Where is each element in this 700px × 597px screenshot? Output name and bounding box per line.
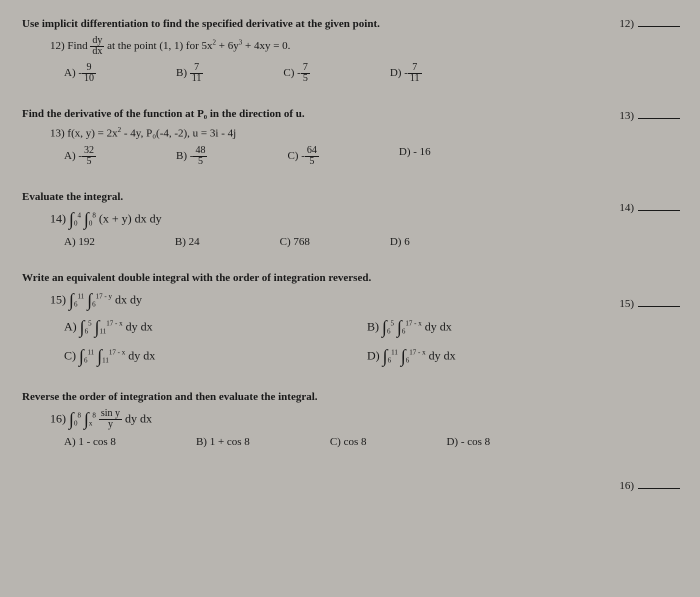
question-text: 16) ∫08 ∫x8 sin yy dy dx <box>22 409 630 430</box>
answer-blank-16[interactable]: 16) <box>619 480 680 492</box>
problem-16: 16) Reverse the order of integration and… <box>22 391 630 448</box>
choice-c[interactable]: C) -645 <box>287 146 318 167</box>
q-prefix: Find <box>67 40 87 52</box>
choice-c[interactable]: C) 768 <box>280 236 310 248</box>
choice-b[interactable]: B) -485 <box>176 146 207 167</box>
choice-c[interactable]: C) -75 <box>283 63 309 84</box>
q-rest: - 4y, P₀(-4, -2), u = 3i - 4j <box>121 128 236 140</box>
answer-blank-14[interactable]: 14) <box>619 202 680 214</box>
choice-b[interactable]: B) 1 + cos 8 <box>196 436 250 448</box>
integrand: dx dy <box>115 292 142 306</box>
integrand-frac: sin yy <box>99 409 122 430</box>
instruction-text: Use implicit differentiation to find the… <box>22 18 630 30</box>
instruction-text: Find the derivative of the function at P… <box>22 108 630 120</box>
choice-d[interactable]: D) -711 <box>390 63 422 84</box>
choice-a[interactable]: A) -325 <box>64 146 96 167</box>
question-text: 13) f(x, y) = 2x2 - 4y, P₀(-4, -2), u = … <box>22 126 630 140</box>
choices-row: A) -910 B) 711 C) -75 D) -711 <box>22 63 630 84</box>
choice-c[interactable]: C) cos 8 <box>330 436 367 448</box>
choice-d[interactable]: D) - 16 <box>399 146 431 167</box>
choices-grid: A) ∫65 ∫1117 - x dy dx B) ∫65 ∫617 - x d… <box>22 317 630 367</box>
instruction-text: Reverse the order of integration and the… <box>22 391 630 403</box>
choice-c[interactable]: C) ∫611 ∫1117 - x dy dx <box>64 346 327 367</box>
choice-a[interactable]: A) -910 <box>64 63 96 84</box>
q-func: f(x, y) = 2x <box>67 128 117 140</box>
blank-number: 14) <box>619 202 634 214</box>
choice-d[interactable]: D) ∫611 ∫617 - x dy dx <box>367 346 630 367</box>
choices-row: A) -325 B) -485 C) -645 D) - 16 <box>22 146 630 167</box>
choice-b[interactable]: B) 711 <box>176 63 203 84</box>
question-text: 15) ∫611 ∫617 - y dx dy <box>22 290 630 311</box>
question-text: 12) Find dydx at the point (1, 1) for 5x… <box>22 36 630 57</box>
q-mid: at the point (1, 1) for 5x <box>107 40 212 52</box>
choices-row: A) 1 - cos 8 B) 1 + cos 8 C) cos 8 D) - … <box>22 436 630 448</box>
answer-blank-12[interactable]: 12) <box>619 18 680 30</box>
derivative-frac: dydx <box>90 36 104 57</box>
q-number: 15) <box>50 292 66 306</box>
choice-a[interactable]: A) 192 <box>64 236 95 248</box>
question-text: 14) ∫04 ∫08 (x + y) dx dy <box>22 209 630 230</box>
instruction-text: Evaluate the integral. <box>22 191 630 203</box>
problem-13: 13) Find the derivative of the function … <box>22 108 630 167</box>
instruction-text: Write an equivalent double integral with… <box>22 272 630 284</box>
choice-b[interactable]: B) 24 <box>175 236 200 248</box>
blank-number: 15) <box>619 298 634 310</box>
choice-a[interactable]: A) 1 - cos 8 <box>64 436 116 448</box>
choice-b[interactable]: B) ∫65 ∫617 - x dy dx <box>367 317 630 338</box>
blank-number: 12) <box>619 18 634 30</box>
answer-blank-13[interactable]: 13) <box>619 110 680 122</box>
choices-row: A) 192 B) 24 C) 768 D) 6 <box>22 236 630 248</box>
answer-blank-15[interactable]: 15) <box>619 298 680 310</box>
q-number: 14) <box>50 211 66 225</box>
integrand: dy dx <box>125 411 152 425</box>
q-number: 13) <box>50 128 65 140</box>
choice-d[interactable]: D) - cos 8 <box>446 436 490 448</box>
integrand: (x + y) dx dy <box>99 211 162 225</box>
problem-14: 14) Evaluate the integral. 14) ∫04 ∫08 (… <box>22 191 630 248</box>
choice-a[interactable]: A) ∫65 ∫1117 - x dy dx <box>64 317 327 338</box>
q-number: 16) <box>50 411 66 425</box>
choice-d[interactable]: D) 6 <box>390 236 410 248</box>
blank-number: 16) <box>619 480 634 492</box>
problem-15: 15) Write an equivalent double integral … <box>22 272 630 367</box>
blank-number: 13) <box>619 110 634 122</box>
problem-12: 12) Use implicit differentiation to find… <box>22 18 630 84</box>
q-number: 12) <box>50 40 65 52</box>
